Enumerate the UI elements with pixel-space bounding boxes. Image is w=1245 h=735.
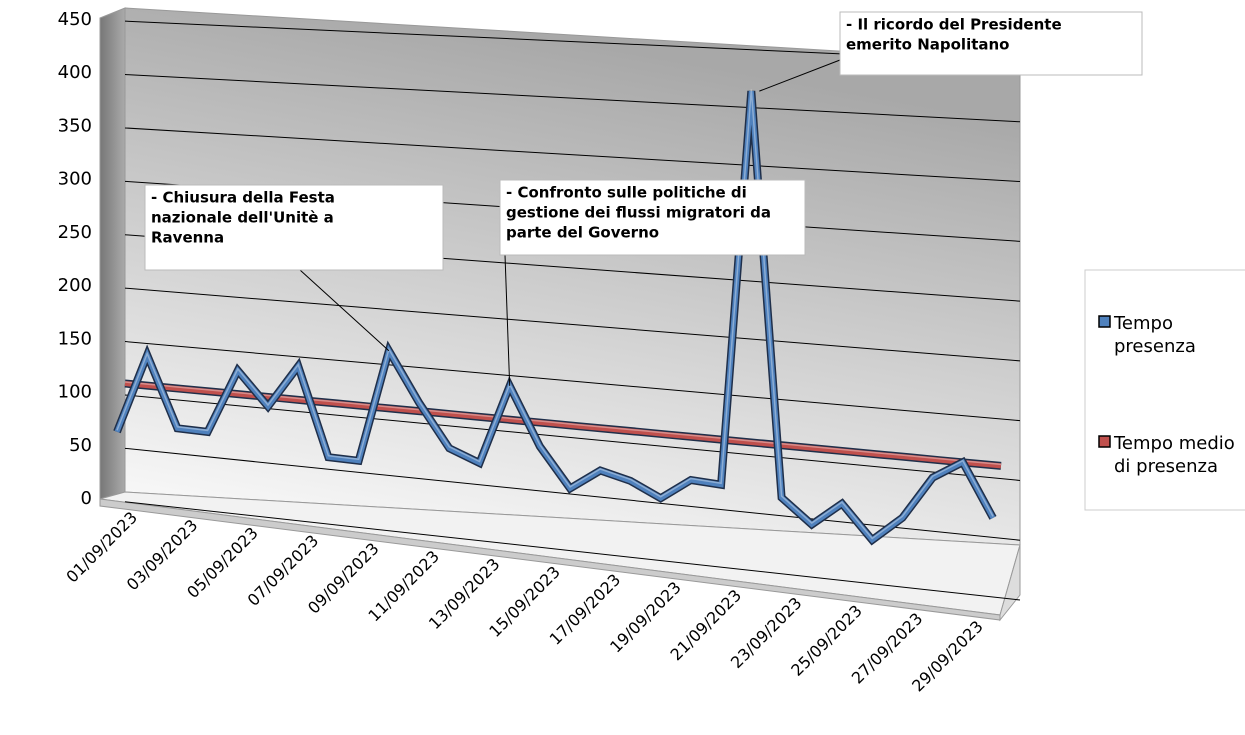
y-tick-label: 300 (58, 169, 92, 190)
legend-label: Tempo presenza (1114, 313, 1196, 357)
legend-swatch (1098, 435, 1111, 448)
annotation-box (839, 11, 1143, 76)
grid-line (124, 501, 1021, 601)
grid-line (124, 287, 1021, 362)
y-tick-label: 50 (69, 435, 92, 456)
grid-line (124, 447, 1021, 541)
annotation-text: gestione dei flussi migratori da (506, 204, 771, 222)
line-highlight (124, 381, 1002, 466)
annotation-text: emerito Napolitano (846, 36, 1010, 54)
line-highlight (116, 89, 994, 540)
annotation-text: - Confronto sulle politiche di (506, 184, 747, 202)
annotation-text: parte del Governo (506, 224, 659, 242)
annotation-text: - Il ricordo del Presidente (846, 16, 1062, 34)
back-wall (124, 7, 1021, 546)
y-tick-label: 400 (58, 62, 92, 83)
y-tick-label: 200 (58, 275, 92, 296)
legend-swatch (1098, 315, 1111, 328)
annotation-text: Ravenna (151, 229, 224, 247)
legend-label: Tempo medio di presenza (1114, 433, 1235, 477)
y-tick-label: 450 (58, 9, 92, 30)
line (114, 90, 996, 544)
annotation-box (499, 179, 806, 256)
annotation-box (144, 184, 444, 271)
annotation-text: - Chiusura della Festa (151, 189, 335, 207)
annotation-text: nazionale dell'Unitè a (151, 209, 334, 227)
grid-line (124, 341, 1021, 422)
grid-line (124, 74, 1021, 123)
y-tick-label: 150 (58, 328, 92, 349)
grid-line (124, 127, 1021, 183)
y-tick-label: 350 (58, 115, 92, 136)
series-0 (113, 89, 997, 546)
y-tick-label: 100 (58, 382, 92, 403)
annotation-leader (759, 59, 841, 92)
annotation-leader (299, 269, 390, 352)
y-tick-label: 0 (81, 488, 92, 509)
legend-box (1084, 269, 1245, 511)
annotation-leader (504, 254, 511, 386)
y-tick-label: 250 (58, 222, 92, 243)
grid-line (124, 394, 1021, 481)
floor-side (999, 544, 1021, 622)
